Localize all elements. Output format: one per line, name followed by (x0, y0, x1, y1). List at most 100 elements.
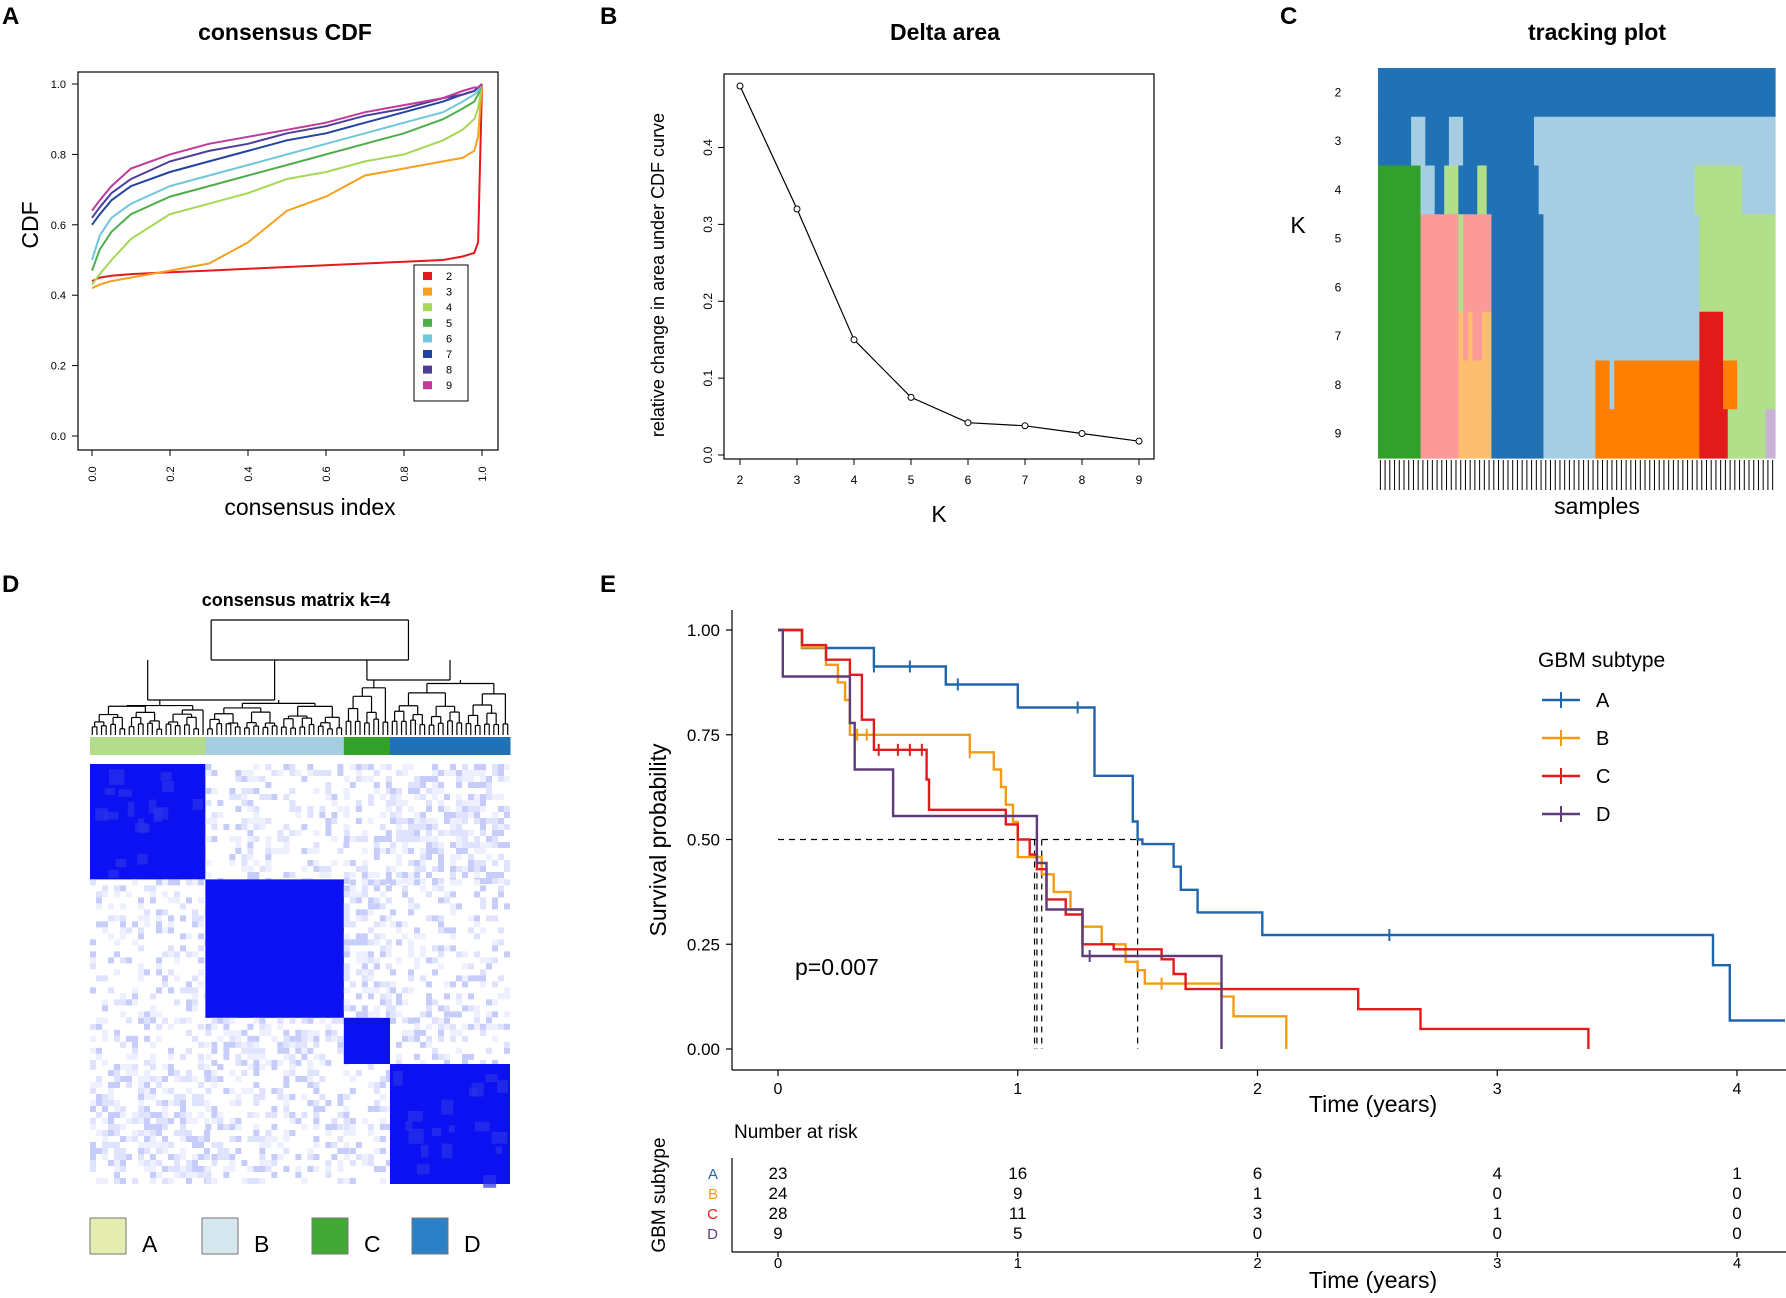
consensus-offblock-cell (462, 830, 468, 836)
consensus-offblock-cell (426, 818, 432, 824)
consensus-offblock-cell (186, 897, 192, 904)
consensus-offblock-cell (168, 927, 174, 934)
tracking-row-label: 6 (1335, 280, 1342, 294)
consensus-offblock-cell (367, 969, 374, 976)
consensus-offblock-cell (289, 1112, 296, 1118)
consensus-offblock-cell (414, 794, 420, 800)
consensus-offblock-cell (450, 764, 456, 770)
consensus-offblock-cell (289, 1130, 296, 1136)
consensus-offblock-cell (504, 987, 510, 994)
consensus-block-texture (95, 808, 108, 821)
consensus-offblock-cell (108, 903, 114, 910)
consensus-offblock-cell (450, 842, 456, 848)
delta-area-point-k5 (907, 393, 915, 401)
consensus-offblock-cell (367, 1130, 374, 1136)
consensus-bar-B (205, 737, 345, 755)
consensus-offblock-cell (355, 915, 362, 922)
consensus-offblock-cell (168, 1047, 174, 1054)
risk-xtick-label: 4 (1733, 1255, 1741, 1272)
consensus-offblock-cell (396, 806, 402, 812)
consensus-offblock-cell (253, 824, 260, 830)
consensus-offblock-cell (390, 788, 396, 794)
consensus-offblock-cell (420, 866, 426, 872)
consensus-offblock-cell (168, 1118, 174, 1124)
panel-e-ytick-label: 0.25 (687, 935, 720, 954)
consensus-offblock-cell (277, 1023, 284, 1030)
panel-b-frame (723, 73, 1155, 460)
tracking-cell-k7 (1458, 311, 1464, 362)
consensus-offblock-cell (289, 800, 296, 806)
consensus-offblock-cell (271, 1154, 278, 1160)
consensus-offblock-cell (438, 806, 444, 812)
consensus-offblock-cell (426, 1005, 432, 1012)
consensus-offblock-cell (474, 812, 480, 818)
consensus-offblock-cell (361, 1011, 368, 1018)
consensus-offblock-cell (156, 963, 162, 970)
tracking-row-label: 2 (1335, 85, 1342, 99)
panel-b-xtick-label: 4 (851, 473, 858, 487)
consensus-offblock-cell (150, 1088, 156, 1094)
consensus-offblock-cell (474, 933, 480, 940)
consensus-offblock-cell (198, 1166, 204, 1172)
consensus-offblock-cell (456, 770, 462, 776)
consensus-offblock-cell (192, 921, 198, 928)
consensus-offblock-cell (192, 993, 198, 1000)
consensus-offblock-cell (186, 1088, 192, 1094)
consensus-offblock-cell (265, 818, 272, 824)
consensus-offblock-cell (325, 1035, 332, 1042)
consensus-offblock-cell (120, 885, 126, 892)
consensus-offblock-cell (462, 872, 468, 878)
consensus-offblock-cell (259, 1017, 266, 1024)
consensus-offblock-cell (283, 836, 290, 842)
consensus-offblock-cell (379, 848, 386, 854)
consensus-offblock-cell (289, 770, 296, 776)
consensus-offblock-cell (229, 1041, 236, 1048)
consensus-offblock-cell (259, 1064, 266, 1070)
consensus-offblock-cell (379, 1106, 386, 1112)
consensus-offblock-cell (456, 830, 462, 836)
consensus-offblock-cell (385, 945, 392, 952)
consensus-offblock-cell (343, 788, 350, 794)
consensus-offblock-cell (102, 1059, 108, 1066)
risk-count: 3 (1253, 1204, 1262, 1223)
consensus-offblock-cell (241, 794, 248, 800)
consensus-offblock-cell (373, 788, 380, 794)
consensus-offblock-cell (223, 1053, 230, 1060)
consensus-offblock-cell (390, 800, 396, 806)
consensus-offblock-cell (408, 945, 414, 952)
consensus-offblock-cell (289, 1094, 296, 1100)
consensus-offblock-cell (426, 891, 432, 898)
consensus-offblock-cell (253, 776, 260, 782)
consensus-offblock-cell (289, 806, 296, 812)
consensus-offblock-cell (480, 848, 486, 854)
consensus-offblock-cell (396, 812, 402, 818)
consensus-offblock-cell (349, 782, 356, 788)
panel-e-ytick-label: 0.75 (687, 726, 720, 745)
consensus-offblock-cell (162, 981, 168, 988)
consensus-offblock-cell (379, 824, 386, 830)
consensus-offblock-cell (343, 1106, 350, 1112)
consensus-offblock-cell (325, 866, 332, 872)
consensus-offblock-cell (198, 1041, 204, 1048)
consensus-offblock-cell (486, 782, 492, 788)
consensus-offblock-cell (204, 1130, 210, 1136)
consensus-offblock-cell (180, 1112, 186, 1118)
consensus-offblock-cell (373, 836, 380, 842)
consensus-offblock-cell (223, 824, 230, 830)
consensus-offblock-cell (325, 1023, 332, 1030)
consensus-offblock-cell (132, 1178, 138, 1184)
consensus-offblock-cell (408, 836, 414, 842)
consensus-offblock-cell (241, 824, 248, 830)
consensus-offblock-cell (144, 1148, 150, 1154)
consensus-offblock-cell (198, 957, 204, 964)
consensus-offblock-cell (144, 1106, 150, 1112)
consensus-offblock-cell (373, 1082, 380, 1088)
consensus-offblock-cell (247, 848, 254, 854)
consensus-offblock-cell (235, 776, 242, 782)
consensus-offblock-cell (444, 830, 450, 836)
consensus-offblock-cell (235, 824, 242, 830)
consensus-offblock-cell (247, 776, 254, 782)
consensus-offblock-cell (138, 1011, 144, 1018)
consensus-offblock-cell (265, 1136, 272, 1142)
consensus-offblock-cell (253, 1166, 260, 1172)
